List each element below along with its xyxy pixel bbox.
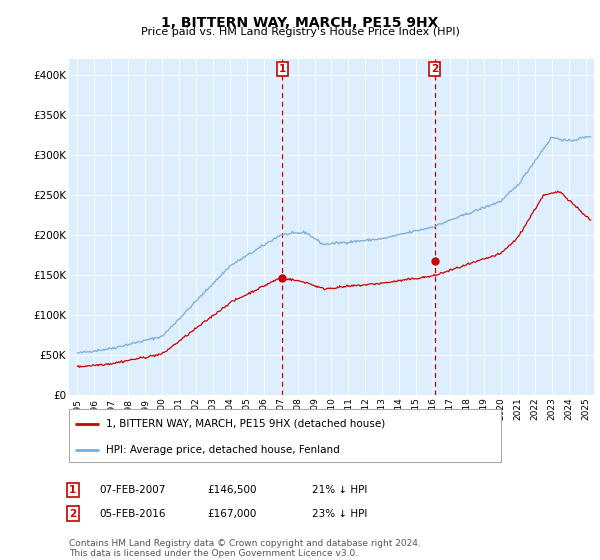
Text: 1, BITTERN WAY, MARCH, PE15 9HX (detached house): 1, BITTERN WAY, MARCH, PE15 9HX (detache… xyxy=(106,419,385,429)
Text: £146,500: £146,500 xyxy=(207,485,257,495)
Text: 05-FEB-2016: 05-FEB-2016 xyxy=(99,508,166,519)
Text: 1: 1 xyxy=(279,64,286,74)
Text: £167,000: £167,000 xyxy=(207,508,256,519)
Text: HPI: Average price, detached house, Fenland: HPI: Average price, detached house, Fenl… xyxy=(106,445,340,455)
Text: 07-FEB-2007: 07-FEB-2007 xyxy=(99,485,166,495)
Text: 2: 2 xyxy=(69,508,76,519)
Text: 1, BITTERN WAY, MARCH, PE15 9HX: 1, BITTERN WAY, MARCH, PE15 9HX xyxy=(161,16,439,30)
Text: Price paid vs. HM Land Registry's House Price Index (HPI): Price paid vs. HM Land Registry's House … xyxy=(140,27,460,38)
Text: 1: 1 xyxy=(69,485,76,495)
Text: 2: 2 xyxy=(431,64,439,74)
Text: Contains HM Land Registry data © Crown copyright and database right 2024.
This d: Contains HM Land Registry data © Crown c… xyxy=(69,539,421,558)
Text: 21% ↓ HPI: 21% ↓ HPI xyxy=(312,485,367,495)
Text: 23% ↓ HPI: 23% ↓ HPI xyxy=(312,508,367,519)
